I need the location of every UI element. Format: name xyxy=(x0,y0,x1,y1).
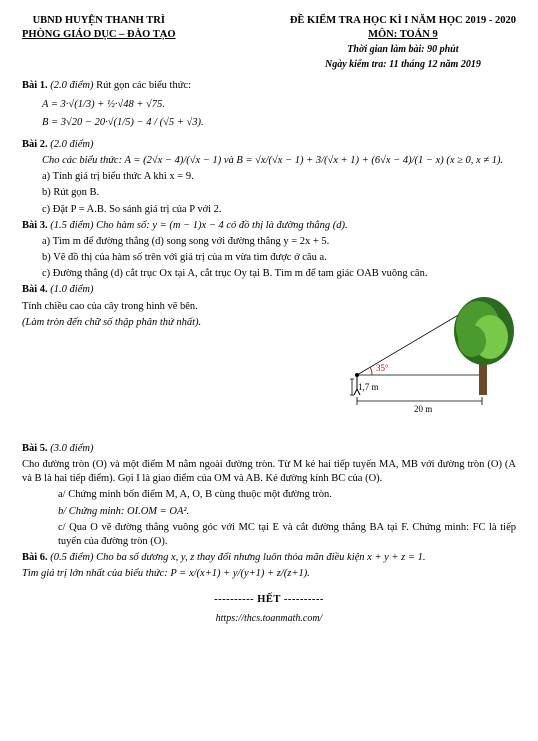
bai4-title: Bài 4. xyxy=(22,284,48,295)
footer-url: https://thcs.toanmath.com/ xyxy=(22,612,516,626)
bai1-exprB: B = 3√20 − 20·√(1/5) − 4 / (√5 + √3). xyxy=(42,116,516,130)
bai3-a: a) Tìm m để đường thẳng (d) song song vớ… xyxy=(42,235,516,249)
bai1-score: (2.0 điểm) xyxy=(50,80,93,91)
bai3-prompt: Cho hàm số: y = (m − 1)x − 4 có đồ thị l… xyxy=(96,220,348,231)
bai1: Bài 1. (2.0 điểm) Rút gọn các biểu thức:… xyxy=(22,79,516,130)
exam-date: Ngày kiểm tra: 11 tháng 12 năm 2019 xyxy=(290,58,516,72)
bai2-title: Bài 2. xyxy=(22,139,48,150)
bai5-b: b/ Chứng minh: OI.OM = OA². xyxy=(58,505,516,519)
bai5-title: Bài 5. xyxy=(22,443,48,454)
bai3-title: Bài 3. xyxy=(22,220,48,231)
bai2: Bài 2. (2.0 điểm) Cho các biểu thức: A =… xyxy=(22,138,516,217)
bai3: Bài 3. (1.5 điểm) Cho hàm số: y = (m − 1… xyxy=(22,219,516,282)
exam-subject: MÔN: TOÁN 9 xyxy=(290,28,516,42)
exam-time: Thời gian làm bài: 90 phút xyxy=(290,43,516,57)
bai6-p2: Tìm giá trị lớn nhất của biểu thức: P = … xyxy=(22,567,516,581)
bai4-score: (1.0 điểm) xyxy=(50,284,93,295)
tree-diagram: 20 m 1,7 m 35° xyxy=(332,289,522,424)
bai2-c: c) Đặt P = A.B. So sánh giá trị của P vớ… xyxy=(42,203,516,217)
bai5-p1: Cho đường tròn (O) và một điểm M nằm ngo… xyxy=(22,458,516,486)
bai5: Bài 5. (3.0 điểm) Cho đường tròn (O) và … xyxy=(22,442,516,549)
org-line1: UBND HUYỆN THANH TRÌ xyxy=(22,14,176,28)
bai1-prompt: Rút gọn các biểu thức: xyxy=(96,80,191,91)
header: UBND HUYỆN THANH TRÌ PHÒNG GIÁO DỤC – ĐÀ… xyxy=(22,14,516,71)
bai2-score: (2.0 điểm) xyxy=(50,139,93,150)
distance-label: 20 m xyxy=(414,404,432,414)
bai3-score: (1.5 điểm) xyxy=(50,220,93,231)
bai2-given: Cho các biểu thức: A = (2√x − 4)/(√x − 1… xyxy=(42,154,516,168)
bai6: Bài 6. (0.5 điểm) Cho ba số dương x, y, … xyxy=(22,551,516,581)
bai5-a: a/ Chứng minh bốn điểm M, A, O, B cùng t… xyxy=(58,488,516,502)
bai1-title: Bài 1. xyxy=(22,80,48,91)
exam-title: ĐỀ KIỂM TRA HỌC KÌ I NĂM HỌC 2019 - 2020 xyxy=(290,14,516,28)
bai5-score: (3.0 điểm) xyxy=(50,443,93,454)
bai6-title: Bài 6. xyxy=(22,552,48,563)
bai3-c: c) Đường thẳng (d) cắt trục Ox tại A, cắ… xyxy=(42,267,516,281)
bai3-b: b) Vẽ đồ thị của hàm số trên với giá trị… xyxy=(42,251,516,265)
bai4: Bài 4. (1.0 điểm) Tính chiều cao của cây… xyxy=(22,283,516,440)
bai6-p1: Cho ba số dương x, y, z thay đổi nhưng l… xyxy=(96,552,425,563)
person-height-label: 1,7 m xyxy=(358,382,379,392)
bai2-a: a) Tính giá trị biểu thức A khi x = 9. xyxy=(42,170,516,184)
header-left: UBND HUYỆN THANH TRÌ PHÒNG GIÁO DỤC – ĐÀ… xyxy=(22,14,176,71)
org-line2: PHÒNG GIÁO DỤC – ĐÀO TẠO xyxy=(22,28,176,42)
footer-het: ---------- HẾT ---------- xyxy=(22,593,516,607)
bai6-score: (0.5 điểm) xyxy=(50,552,93,563)
bai1-exprA: A = 3·√(1/3) + ½·√48 + √75. xyxy=(42,98,516,112)
bai2-b: b) Rút gọn B. xyxy=(42,186,516,200)
bai5-c: c/ Qua O vẽ đường thẳng vuông góc với MC… xyxy=(58,521,516,549)
footer: ---------- HẾT ---------- https://thcs.t… xyxy=(22,593,516,625)
header-right: ĐỀ KIỂM TRA HỌC KÌ I NĂM HỌC 2019 - 2020… xyxy=(290,14,516,71)
angle-label: 35° xyxy=(376,363,389,373)
